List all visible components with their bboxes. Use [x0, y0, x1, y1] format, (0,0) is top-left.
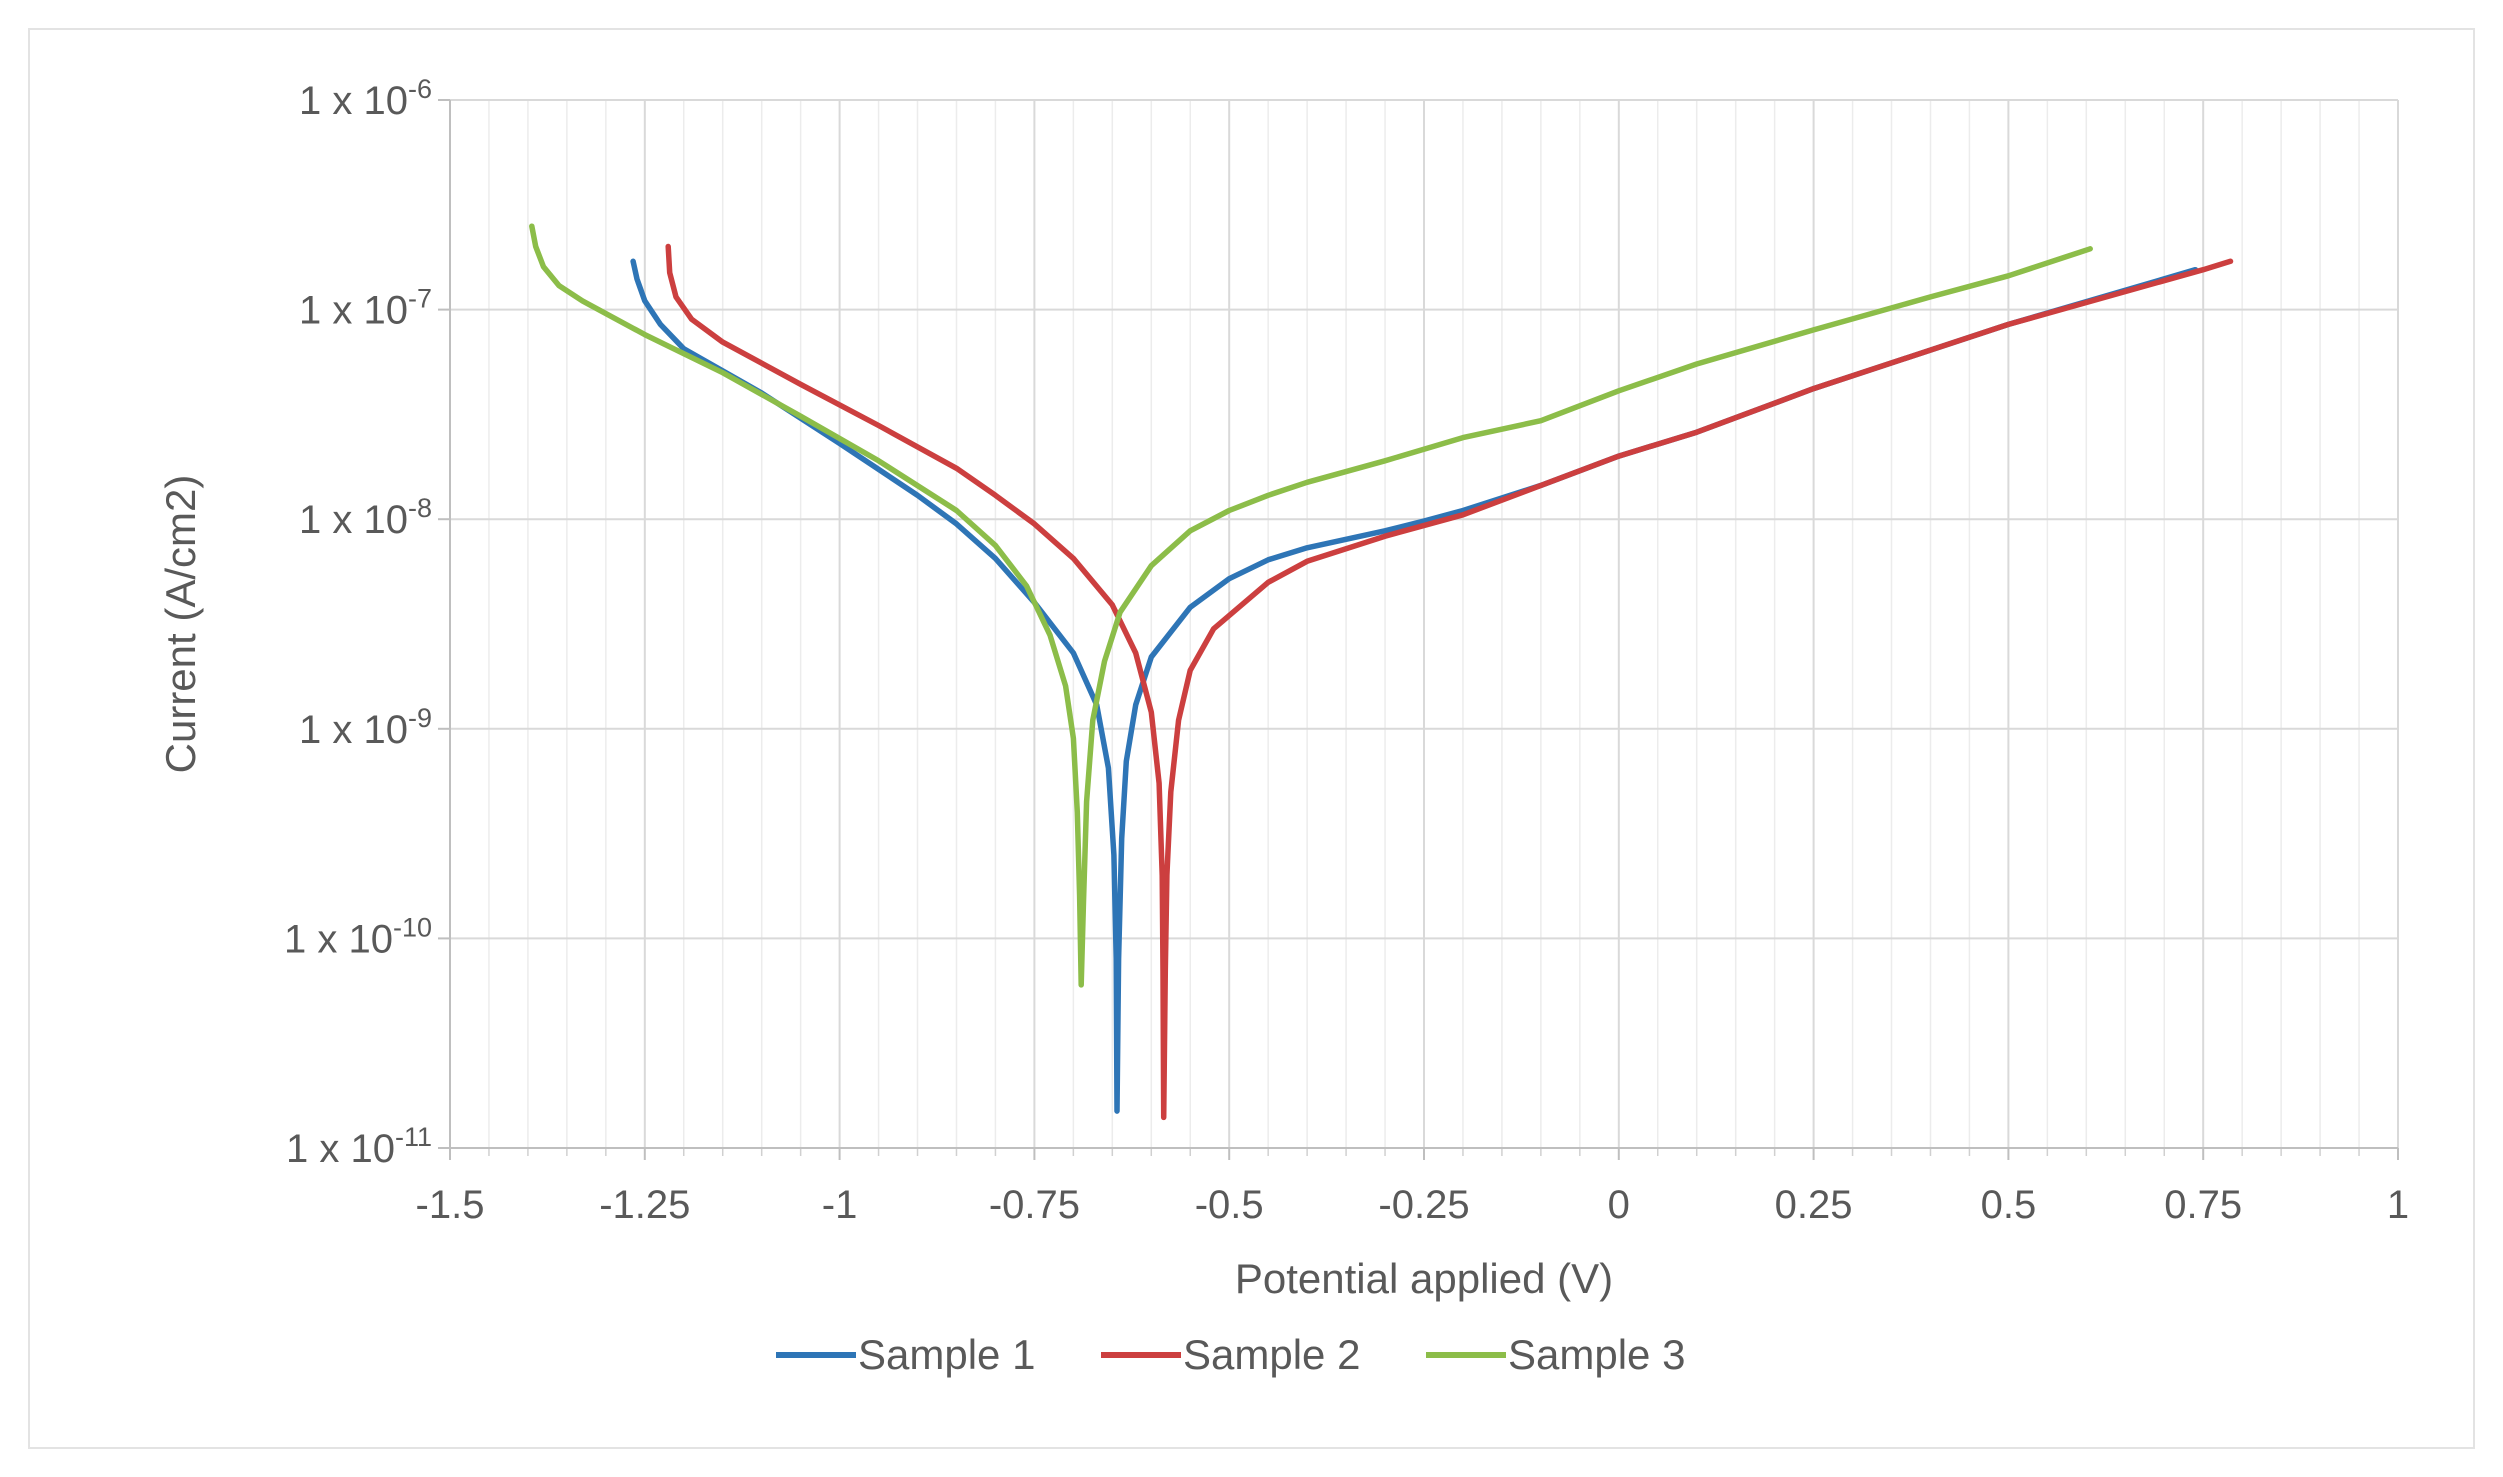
x-tick-label: 0.5 [1981, 1183, 2037, 1227]
y-tick-label: 1 x 10-10 [284, 912, 432, 961]
major-gridlines [449, 99, 2399, 1149]
x-tick-label: -0.75 [989, 1183, 1080, 1227]
series-lines [529, 223, 2234, 1121]
legend: Sample 1 Sample 2 Sample 3 [776, 1331, 1685, 1378]
y-tick-label: 1 x 10-8 [299, 493, 432, 542]
legend-label-3: Sample 3 [1508, 1331, 1685, 1378]
y-tick-label: 1 x 10-11 [286, 1122, 432, 1171]
series-line-2 [665, 243, 2234, 1121]
y-axis-title: Current (A/cm2) [157, 475, 204, 774]
x-tick-label: 1 [2387, 1183, 2409, 1227]
x-tick-label: -0.25 [1378, 1183, 1469, 1227]
chart-svg: -1.5 -1.25 -1 -0.75 -0.5 -0.25 0 0.25 0.5 0.75 1 1… [157, 74, 2410, 1378]
legend-label-2: Sample 2 [1183, 1331, 1360, 1378]
x-tick-label: 0.75 [2164, 1183, 2242, 1227]
x-tick-label: 0 [1608, 1183, 1630, 1227]
series-line-3 [529, 223, 2093, 988]
y-tick-label: 1 x 10-7 [299, 284, 432, 333]
axes [438, 99, 2399, 1160]
minor-gridlines [488, 100, 2360, 1148]
y-tick-label: 1 x 10-9 [299, 703, 432, 752]
y-tick-label: 1 x 10-6 [299, 74, 432, 123]
y-tick-labels: 1 x 10-6 1 x 10-7 1 x 10-8 1 x 10-9 1 x 10-1… [284, 74, 432, 1171]
x-axis-title: Potential applied (V) [1235, 1255, 1613, 1302]
x-tick-label: -0.5 [1195, 1183, 1264, 1227]
x-tick-label: -1 [822, 1183, 858, 1227]
series-line-1 [630, 258, 2199, 1114]
x-tick-label: 0.25 [1775, 1183, 1853, 1227]
x-tick-label: -1.5 [416, 1183, 485, 1227]
chart-frame: -1.5 -1.25 -1 -0.75 -0.5 -0.25 0 0.25 0.5 0.75 1 1… [28, 28, 2475, 1449]
x-tick-label: -1.25 [599, 1183, 690, 1227]
x-tick-labels: -1.5 -1.25 -1 -0.75 -0.5 -0.25 0 0.25 0.5 0.75 1 [416, 1183, 2410, 1227]
legend-label-1: Sample 1 [858, 1331, 1035, 1378]
